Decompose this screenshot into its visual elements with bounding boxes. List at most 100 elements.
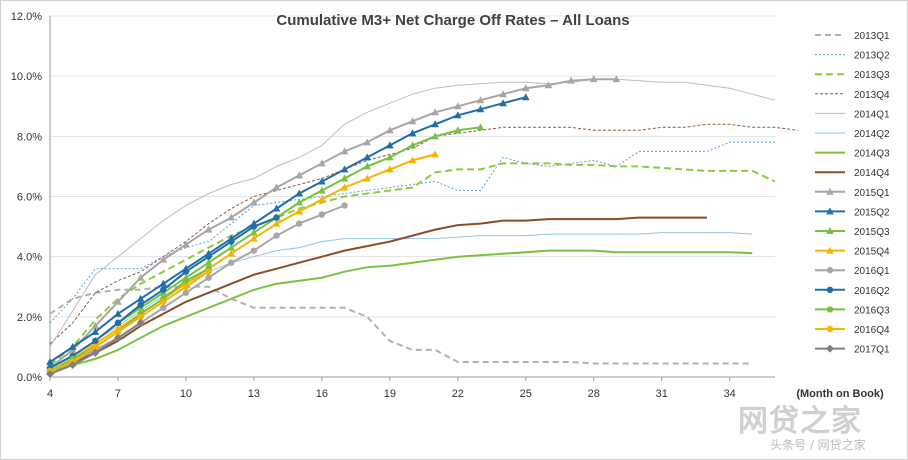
series-2015q1-point xyxy=(272,183,281,191)
series-2015q1-point xyxy=(295,171,304,179)
y-tick-label: 0.0% xyxy=(17,372,42,384)
x-tick-label: 16 xyxy=(316,388,328,400)
series-2016q1-point xyxy=(296,220,303,227)
series-2015q3-point xyxy=(363,162,371,170)
series-group xyxy=(46,75,798,378)
legend-entry: 2014Q2 xyxy=(815,129,890,140)
series-2014q3 xyxy=(49,249,753,372)
series-2014q1-line xyxy=(49,78,776,348)
chart-title: Cumulative M3+ Net Charge Off Rates – Al… xyxy=(276,12,629,29)
series-2015q4-line xyxy=(49,153,436,372)
series-2015q1-point xyxy=(91,321,100,329)
legend-label: 2015Q4 xyxy=(854,247,890,258)
series-2016q4-point xyxy=(114,328,122,336)
legend-entry: 2016Q1 xyxy=(815,266,890,277)
series-2015q2-point xyxy=(499,99,507,107)
series-2016q2-point xyxy=(182,268,190,275)
legend-entry: 2016Q2 xyxy=(815,286,890,297)
series-2016q4-point xyxy=(182,283,190,290)
series-2016q2-point xyxy=(228,238,235,245)
legend-label: 2015Q2 xyxy=(854,207,890,218)
series-2015q1-point xyxy=(567,76,575,84)
series-2015q2-point xyxy=(318,177,326,185)
series-2016q4-point xyxy=(205,268,212,275)
series-2016q1-point xyxy=(160,304,167,312)
series-2015q4-point xyxy=(250,234,258,242)
legend-marker xyxy=(826,325,834,333)
legend-entry: 2017Q1 xyxy=(815,344,890,356)
series-2015q3-point xyxy=(227,243,236,251)
series-2015q2-point xyxy=(272,204,281,212)
series-2016q1-line xyxy=(49,204,345,372)
legend-marker xyxy=(826,227,834,234)
legend-marker xyxy=(826,286,834,293)
series-2015q2-point xyxy=(159,279,168,287)
series-2015q4-point xyxy=(227,249,236,257)
x-tick-label: 4 xyxy=(47,388,53,400)
series-2015q3-point xyxy=(408,141,417,149)
series-2014q1 xyxy=(49,78,776,348)
series-2014q4-line xyxy=(49,216,707,372)
series-2015q2-point xyxy=(476,105,485,113)
legend-entry: 2015Q4 xyxy=(815,246,890,258)
x-tick-label: 28 xyxy=(588,388,600,400)
legend-marker xyxy=(826,306,834,313)
series-2017q1-point xyxy=(46,369,54,378)
series-2015q1 xyxy=(46,75,621,371)
series-2015q4-point xyxy=(408,156,417,164)
series-2016q3 xyxy=(46,265,212,375)
y-tick-labels: 0.0% 2.0% 4.0% 6.0% 8.0% 10.0% 12.0% xyxy=(11,11,42,384)
legend-marker xyxy=(826,267,834,274)
series-2016q4-point xyxy=(92,343,99,351)
legend-label: 2015Q3 xyxy=(854,227,890,238)
series-2015q3-point xyxy=(318,186,326,194)
series-2013q3-line xyxy=(49,162,776,366)
series-2014q4 xyxy=(49,216,707,372)
series-2015q1-point xyxy=(159,255,168,263)
legend-entry: 2016Q3 xyxy=(815,305,890,316)
legend-entry: 2013Q2 xyxy=(815,51,890,62)
series-2015q2-point xyxy=(431,120,439,128)
legend-label: 2014Q4 xyxy=(854,168,890,179)
series-2015q1-point xyxy=(250,198,258,206)
legend-entry: 2015Q1 xyxy=(815,187,890,199)
legend-entry: 2013Q1 xyxy=(815,31,890,42)
legend-label: 2016Q4 xyxy=(854,325,890,336)
series-2016q3-point xyxy=(182,277,190,284)
series-2015q1-point xyxy=(136,273,145,281)
legend-marker xyxy=(826,246,834,254)
legend-entry: 2015Q2 xyxy=(815,207,890,218)
series-2017q1-point xyxy=(136,318,145,327)
series-2015q2-point xyxy=(386,141,394,149)
series-2015q4-point xyxy=(295,207,304,215)
legend-label: 2016Q3 xyxy=(854,305,890,316)
legend-entry: 2013Q3 xyxy=(815,70,890,81)
series-2015q1-point xyxy=(544,81,553,89)
series-2015q3-point xyxy=(250,228,258,236)
series-2015q4-point xyxy=(272,219,281,227)
series-2015q3-point xyxy=(340,174,349,182)
legend-entry: 2014Q4 xyxy=(815,168,890,179)
series-2015q1-point xyxy=(182,240,190,248)
legend-label: 2017Q1 xyxy=(854,345,890,356)
watermark-logo: 网贷之家 xyxy=(738,404,862,439)
series-2016q1-point xyxy=(341,202,348,209)
legend-label: 2013Q1 xyxy=(854,31,890,42)
series-2015q2-point xyxy=(295,189,304,197)
series-2014q3-line xyxy=(49,249,753,372)
x-tick-label: 25 xyxy=(520,388,532,400)
series-2015q1-point xyxy=(408,117,417,125)
legend-marker xyxy=(826,187,834,195)
series-2015q2-point xyxy=(46,357,54,365)
series-2016q2-point xyxy=(114,319,122,327)
series-2013q4-line xyxy=(49,123,798,345)
series-2015q4-point xyxy=(386,165,394,173)
legend-marker xyxy=(826,344,834,353)
series-2015q1-point xyxy=(363,138,371,146)
series-2015q1-point xyxy=(318,159,326,167)
legend-label: 2015Q1 xyxy=(854,188,890,199)
y-tick-label: 2.0% xyxy=(17,312,42,324)
series-2016q2-point xyxy=(160,286,167,293)
series-2016q2-point xyxy=(137,301,144,308)
